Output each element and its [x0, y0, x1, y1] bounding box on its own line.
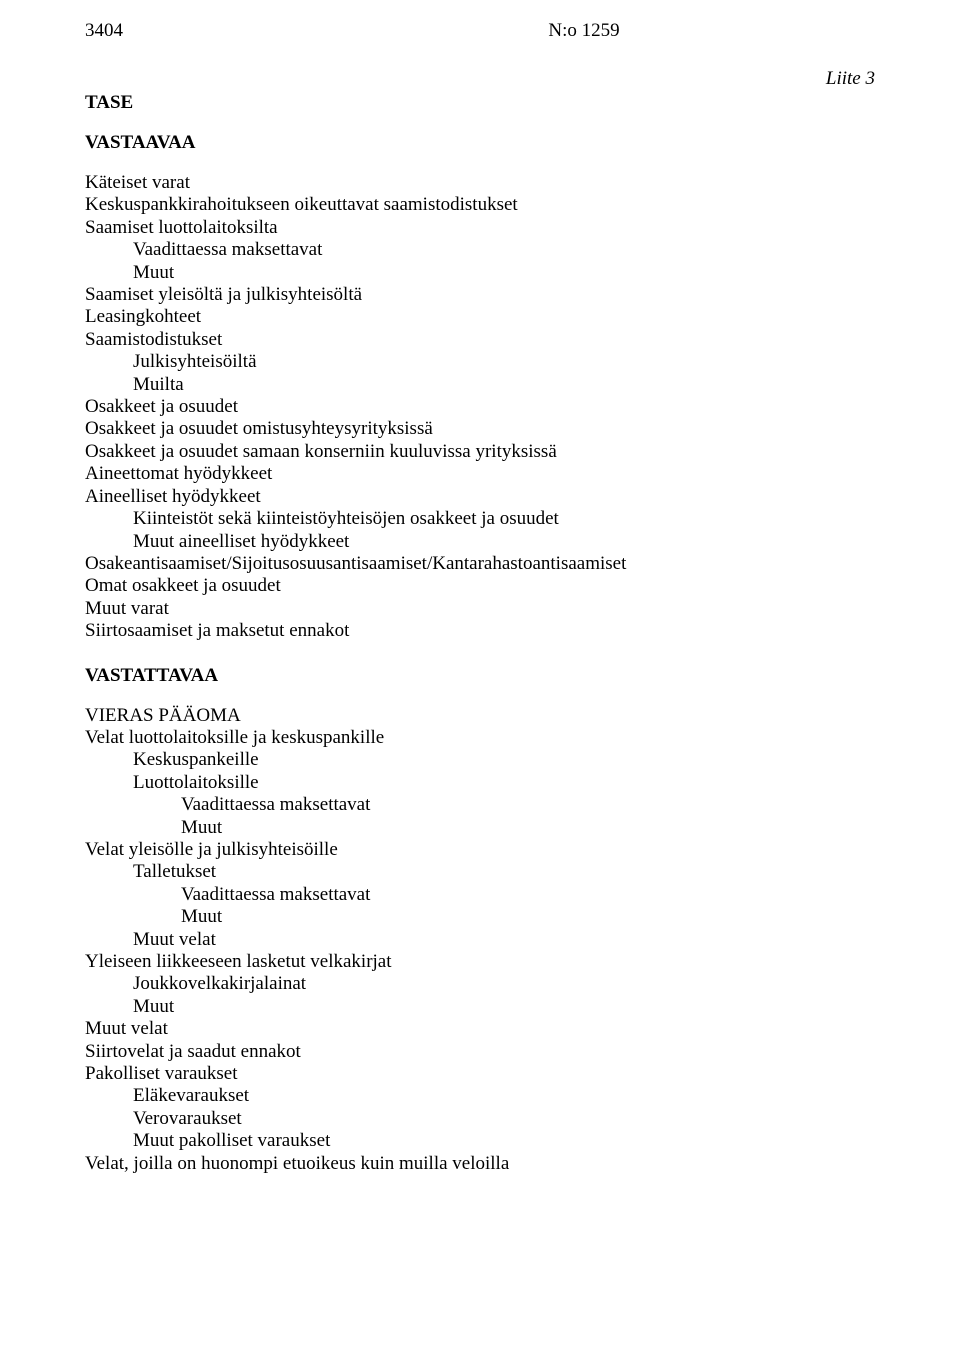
subheading-vieras-paaoma: VIERAS PÄÄOMA [85, 705, 875, 727]
line-text: Muilta [85, 374, 184, 396]
heading-vastaavaa: VASTAAVAA [85, 132, 875, 154]
line-text: Osakeantisaamiset/Sijoitusosuusantisaami… [85, 553, 626, 575]
line-item: Siirtosaamiset ja maksetut ennakot [85, 620, 875, 642]
line-item: Pakolliset varaukset [85, 1063, 875, 1085]
line-item: Osakkeet ja osuudet [85, 396, 875, 418]
page: 3404 N:o 1259 Liite 3 TASE VASTAAVAA Kät… [0, 0, 960, 1215]
line-text: Osakkeet ja osuudet omistusyhteysyrityks… [85, 418, 433, 440]
line-text: Siirtosaamiset ja maksetut ennakot [85, 620, 349, 642]
line-text: Muut velat [85, 929, 216, 951]
line-text: Keskuspankkirahoitukseen oikeuttavat saa… [85, 194, 518, 216]
line-text: Velat luottolaitoksille ja keskuspankill… [85, 727, 384, 749]
line-item: Verovaraukset [85, 1108, 875, 1130]
line-text: Muut [85, 996, 174, 1018]
line-item: Vaadittaessa maksettavat [85, 884, 875, 906]
line-text: Muut [85, 817, 222, 839]
line-item: Kiinteistöt sekä kiinteistöyhteisöjen os… [85, 508, 875, 530]
line-item: Saamiset luottolaitoksilta [85, 217, 875, 239]
line-item: Eläkevaraukset [85, 1085, 875, 1107]
line-item: Osakkeet ja osuudet samaan konserniin ku… [85, 441, 875, 463]
line-item: Saamiset yleisöltä ja julkisyhteisöltä [85, 284, 875, 306]
line-item: Vaadittaessa maksettavat [85, 794, 875, 816]
line-item: Velat luottolaitoksille ja keskuspankill… [85, 727, 875, 749]
line-item: Muut [85, 817, 875, 839]
line-text: Omat osakkeet ja osuudet [85, 575, 281, 597]
line-text: Muut [85, 906, 222, 928]
document-number: N:o 1259 [548, 20, 619, 42]
line-text: Keskuspankeille [85, 749, 259, 771]
header-row: 3404 N:o 1259 [85, 20, 875, 42]
line-item: Muut pakolliset varaukset [85, 1130, 875, 1152]
line-item: Aineettomat hyödykkeet [85, 463, 875, 485]
line-item: Osakeantisaamiset/Sijoitusosuusantisaami… [85, 553, 875, 575]
line-text: Leasingkohteet [85, 306, 201, 328]
line-item: Saamistodistukset [85, 329, 875, 351]
line-text: Luottolaitoksille [85, 772, 259, 794]
line-item: Muut velat [85, 1018, 875, 1040]
line-text: Saamiset luottolaitoksilta [85, 217, 278, 239]
line-text: Eläkevaraukset [85, 1085, 249, 1107]
line-item: Luottolaitoksille [85, 772, 875, 794]
annex-label: Liite 3 [85, 68, 875, 90]
line-text: Vaadittaessa maksettavat [85, 794, 370, 816]
line-item: Muilta [85, 374, 875, 396]
line-text: Vaadittaessa maksettavat [85, 239, 322, 261]
line-text: Velat, joilla on huonompi etuoikeus kuin… [85, 1153, 509, 1175]
line-text: Velat yleisölle ja julkisyhteisöille [85, 839, 338, 861]
line-item: Osakkeet ja osuudet omistusyhteysyrityks… [85, 418, 875, 440]
line-item: Muut varat [85, 598, 875, 620]
line-text: Saamistodistukset [85, 329, 222, 351]
line-text: Kiinteistöt sekä kiinteistöyhteisöjen os… [85, 508, 559, 530]
heading-tase: TASE [85, 92, 875, 114]
line-text: VIERAS PÄÄOMA [85, 705, 241, 727]
line-item: Käteiset varat [85, 172, 875, 194]
line-item: Joukkovelkakirjalainat [85, 973, 875, 995]
line-text: Julkisyhteisöiltä [85, 351, 257, 373]
line-item: Muut [85, 262, 875, 284]
line-text: Muut varat [85, 598, 169, 620]
line-text: Yleiseen liikkeeseen lasketut velkakirja… [85, 951, 392, 973]
line-text: Aineettomat hyödykkeet [85, 463, 272, 485]
line-text: Osakkeet ja osuudet samaan konserniin ku… [85, 441, 557, 463]
line-item: Keskuspankeille [85, 749, 875, 771]
line-item: Aineelliset hyödykkeet [85, 486, 875, 508]
line-item: Muut [85, 906, 875, 928]
line-text: Verovaraukset [85, 1108, 242, 1130]
line-text: Talletukset [85, 861, 216, 883]
line-item: Talletukset [85, 861, 875, 883]
line-item: Omat osakkeet ja osuudet [85, 575, 875, 597]
line-text: Muut velat [85, 1018, 168, 1040]
line-text: Osakkeet ja osuudet [85, 396, 238, 418]
line-text: Aineelliset hyödykkeet [85, 486, 261, 508]
line-text: Vaadittaessa maksettavat [85, 884, 370, 906]
line-text: Joukkovelkakirjalainat [85, 973, 306, 995]
section-vastattavaa: Velat luottolaitoksille ja keskuspankill… [85, 727, 875, 1175]
line-item: Vaadittaessa maksettavat [85, 239, 875, 261]
line-text: Muut pakolliset varaukset [85, 1130, 330, 1152]
line-text: Siirtovelat ja saadut ennakot [85, 1041, 301, 1063]
line-text: Käteiset varat [85, 172, 190, 194]
line-item: Velat yleisölle ja julkisyhteisöille [85, 839, 875, 861]
line-item: Siirtovelat ja saadut ennakot [85, 1041, 875, 1063]
line-text: Muut [85, 262, 174, 284]
line-item: Yleiseen liikkeeseen lasketut velkakirja… [85, 951, 875, 973]
line-item: Muut velat [85, 929, 875, 951]
line-item: Leasingkohteet [85, 306, 875, 328]
line-item: Muut aineelliset hyödykkeet [85, 531, 875, 553]
section-vastaavaa: Käteiset varatKeskuspankkirahoitukseen o… [85, 172, 875, 643]
line-item: Velat, joilla on huonompi etuoikeus kuin… [85, 1153, 875, 1175]
line-item: Keskuspankkirahoitukseen oikeuttavat saa… [85, 194, 875, 216]
line-text: Saamiset yleisöltä ja julkisyhteisöltä [85, 284, 362, 306]
line-text: Muut aineelliset hyödykkeet [85, 531, 349, 553]
heading-vastattavaa: VASTATTAVAA [85, 665, 875, 687]
page-number: 3404 [85, 20, 123, 42]
line-text: Pakolliset varaukset [85, 1063, 238, 1085]
line-item: Julkisyhteisöiltä [85, 351, 875, 373]
line-item: Muut [85, 996, 875, 1018]
